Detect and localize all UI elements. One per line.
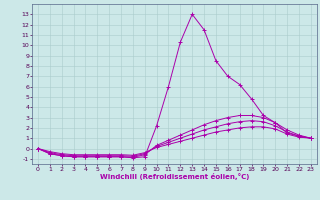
X-axis label: Windchill (Refroidissement éolien,°C): Windchill (Refroidissement éolien,°C): [100, 173, 249, 180]
